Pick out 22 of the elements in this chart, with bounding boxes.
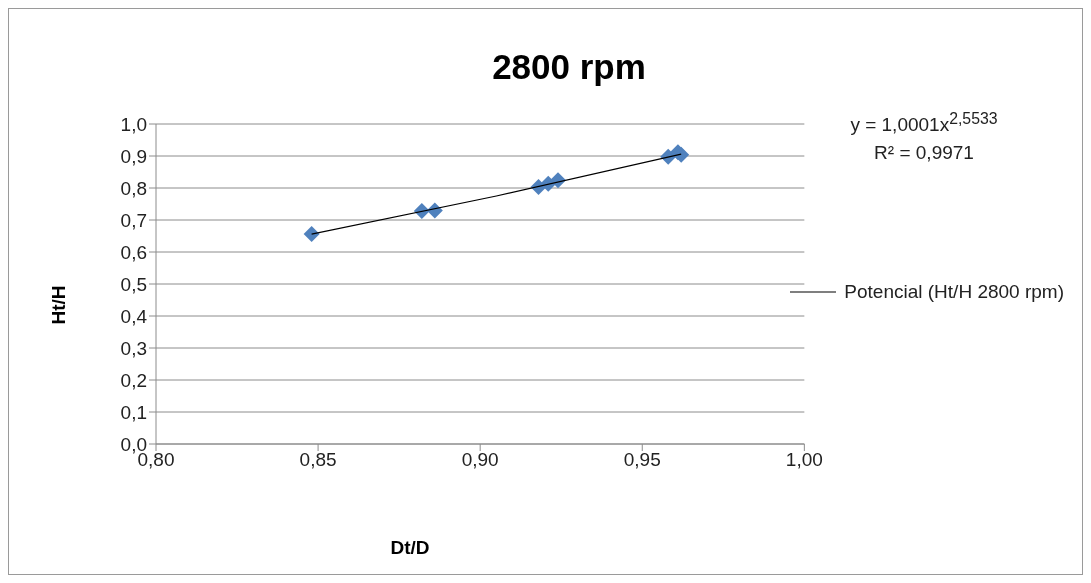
y-tick-label: 0,3 [120,337,147,359]
text: R² = 0,9971 [873,141,975,166]
y-tick-label: 0,5 [120,273,147,295]
y-tick-label: 0,2 [120,369,147,391]
y-tick-label: 1,0 [120,113,147,135]
y-tick-label: 0,4 [120,305,148,327]
y-tick-label: 0,9 [120,145,147,167]
x-tick-label: 1,00 [785,449,823,471]
legend-label: Potencial (Ht/H 2800 rpm) [844,280,1064,303]
x-tick-label: 0,90 [461,449,499,471]
y-tick-label: 0,8 [120,177,147,199]
y-tick-label: 0,1 [120,401,147,423]
x-axis-title: Dt/D [389,537,431,559]
x-tick-label: 0,85 [299,449,337,471]
y-axis-title: Ht/H [48,284,70,327]
chart-title: 2800 rpm [491,47,647,87]
x-tick-label: 0,95 [623,449,661,471]
text: y = 1,0001x$^{2,5533}$ [849,109,999,138]
y-tick-label: 0,6 [120,241,147,263]
y-tick-label: 0,7 [120,209,147,231]
point [303,226,320,243]
y-tick-label: 0,0 [120,433,147,455]
